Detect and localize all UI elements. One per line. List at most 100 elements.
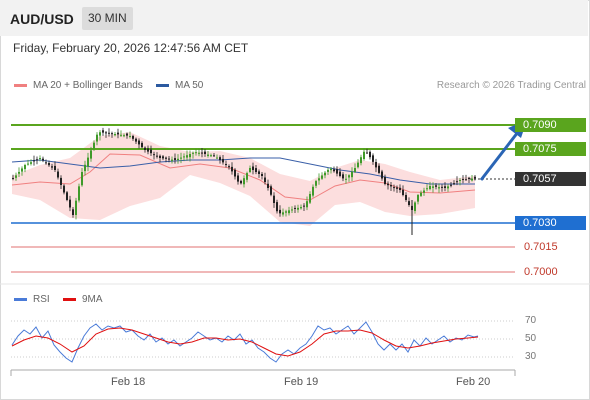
candle-body	[426, 188, 428, 190]
candle-body	[96, 134, 98, 142]
candle-body	[324, 172, 326, 176]
legend-9ma-label: 9MA	[82, 294, 103, 305]
candle-body	[432, 186, 434, 188]
candle-body	[228, 166, 230, 168]
candle-body	[69, 199, 71, 208]
candle-body	[72, 209, 74, 215]
candle-body	[195, 152, 197, 154]
timeframe-button[interactable]: 30 MIN	[82, 7, 133, 30]
candle-body	[219, 157, 221, 160]
candle-body	[387, 183, 389, 186]
candle-body	[405, 194, 407, 200]
candle-body	[414, 202, 416, 212]
candle-body	[330, 168, 332, 171]
candle-body	[270, 186, 272, 195]
candle-body	[351, 171, 353, 178]
x-label-feb20: Feb 20	[456, 376, 491, 388]
candle-body	[240, 180, 242, 184]
chart-datetime: Friday, February 20, 2026 12:47:56 AM CE…	[13, 41, 249, 55]
candle-body	[273, 195, 275, 203]
candle-body	[27, 163, 29, 165]
candle-body	[291, 209, 293, 211]
candle-body	[456, 181, 458, 183]
candle-body	[186, 155, 188, 158]
candle-body	[300, 207, 302, 209]
candle-body	[114, 134, 116, 136]
candle-body	[75, 200, 77, 215]
candle-body	[360, 157, 362, 164]
rsi-level-label-50: 50	[525, 333, 537, 344]
candle-body	[420, 192, 422, 196]
candle-body	[435, 185, 437, 187]
candle-body	[147, 148, 149, 152]
candle-body	[222, 158, 224, 163]
candle-body	[117, 132, 119, 135]
candle-body	[321, 175, 323, 179]
candle-body	[276, 202, 278, 212]
candle-body	[267, 183, 269, 188]
rsi-line	[11, 321, 479, 363]
candle-body	[468, 177, 470, 179]
candle-body	[327, 169, 329, 172]
candle-body	[444, 186, 446, 188]
candle-body	[318, 178, 320, 181]
candle-body	[33, 160, 35, 162]
level-tag-0-7075: 0.7075	[515, 142, 586, 156]
chart-header: AUD/USD 30 MIN	[0, 0, 588, 36]
candle-body	[462, 178, 464, 180]
candle-body	[366, 152, 368, 154]
candle-body	[249, 168, 251, 172]
legend-rsi: RSI	[14, 294, 50, 305]
candle-body	[417, 195, 419, 202]
candle-body	[81, 172, 83, 186]
candle-body	[354, 168, 356, 172]
candle-body	[111, 133, 113, 135]
x-label-feb19: Feb 19	[284, 376, 319, 388]
rsi-9ma-line	[11, 327, 479, 357]
candle-body	[441, 186, 443, 188]
rsi-swatch	[14, 298, 27, 301]
candle-body	[438, 187, 440, 189]
candle-body	[12, 177, 14, 179]
candle-body	[315, 181, 317, 186]
candle-body	[294, 207, 296, 209]
candle-body	[60, 177, 62, 185]
candle-body	[108, 132, 110, 134]
candle-body	[459, 180, 461, 181]
candle-body	[30, 162, 32, 164]
candle-body	[285, 211, 287, 213]
candle-body	[465, 179, 467, 181]
candle-body	[42, 158, 44, 161]
candle-body	[264, 177, 266, 182]
ma20-swatch	[14, 84, 27, 87]
candle-body	[252, 166, 254, 170]
candle-body	[372, 155, 374, 162]
candle-body	[471, 178, 473, 181]
candle-body	[78, 186, 80, 201]
candle-body	[210, 155, 212, 157]
candle-body	[54, 165, 56, 170]
candle-body	[153, 154, 155, 156]
candle-body	[453, 183, 455, 185]
candle-body	[66, 192, 68, 200]
level-tag-0-7030: 0.7030	[515, 216, 586, 230]
candle-body	[201, 152, 203, 154]
candle-body	[258, 171, 260, 174]
legend-ma20-label: MA 20 + Bollinger Bands	[33, 80, 143, 91]
candle-body	[363, 151, 365, 159]
candle-body	[192, 152, 194, 154]
candle-body	[234, 169, 236, 177]
candle-body	[129, 136, 131, 137]
candle-body	[474, 176, 476, 179]
candle-body	[216, 157, 218, 159]
last-price-value: 0.7057	[523, 173, 557, 185]
candle-body	[57, 171, 59, 178]
candle-body	[21, 168, 23, 172]
candle-body	[339, 171, 341, 176]
candle-body	[162, 156, 164, 159]
candle-body	[159, 155, 161, 158]
candle-body	[390, 185, 392, 187]
candle-body	[378, 165, 380, 173]
candle-body	[393, 187, 395, 189]
candle-body	[150, 149, 152, 154]
